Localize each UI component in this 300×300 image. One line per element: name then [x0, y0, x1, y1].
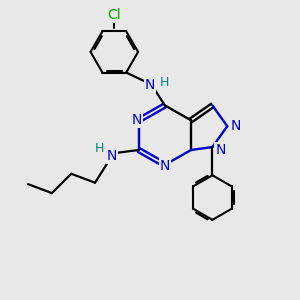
Text: N: N: [215, 143, 226, 157]
Text: N: N: [160, 159, 170, 173]
Text: N: N: [107, 149, 117, 163]
Text: N: N: [145, 78, 155, 92]
Text: H: H: [94, 142, 104, 155]
Text: H: H: [160, 76, 169, 89]
Text: N: N: [231, 119, 241, 133]
Text: N: N: [131, 113, 142, 127]
Text: Cl: Cl: [107, 8, 121, 22]
